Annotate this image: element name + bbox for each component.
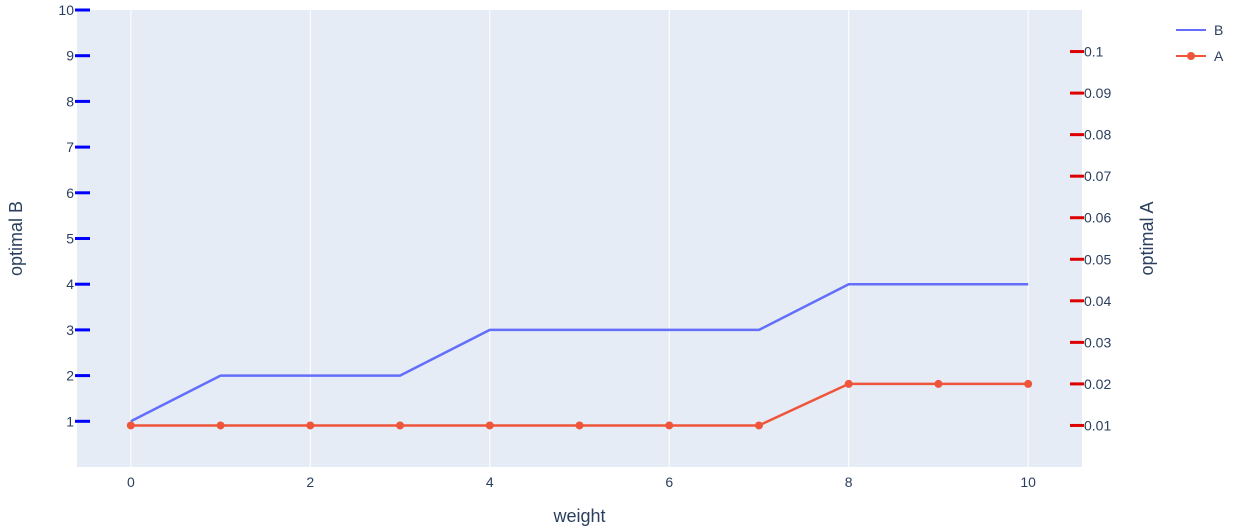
series-point-a — [844, 379, 853, 388]
series-point-a — [396, 421, 405, 430]
y-right-tick-label: 0.1 — [1084, 44, 1104, 60]
y-left-tick-label: 3 — [66, 322, 74, 338]
y-left-tick-label: 6 — [66, 185, 74, 201]
y-right-tick-label: 0.04 — [1084, 293, 1111, 309]
x-axis-title: weight — [552, 506, 605, 526]
y-left-tick-label: 5 — [66, 231, 74, 247]
series-point-a — [575, 421, 584, 430]
legend-item-a[interactable]: A — [1176, 48, 1224, 64]
series-line-b — [130, 282, 1029, 423]
y-right-axis-title: optimal A — [1137, 201, 1157, 275]
y-left-tick-label: 4 — [66, 276, 74, 292]
y-right-tick-label: 0.07 — [1084, 168, 1111, 184]
legend[interactable]: B A — [1176, 22, 1224, 64]
grid-layer — [130, 10, 1029, 467]
series-point-a — [216, 421, 225, 430]
y-right-tick-label: 0.08 — [1084, 127, 1111, 143]
y-right-tick-label: 0.09 — [1084, 85, 1111, 101]
y-left-tick-label: 2 — [66, 368, 74, 384]
legend-label-a: A — [1214, 48, 1224, 64]
y-right-tick-label: 0.03 — [1084, 334, 1111, 350]
x-tick-label: 10 — [1020, 474, 1036, 490]
y-right-tick-label: 0.05 — [1084, 251, 1111, 267]
legend-item-b[interactable]: B — [1176, 22, 1223, 38]
series-point-a — [754, 421, 763, 430]
series-point-a — [126, 421, 135, 430]
plot-area — [77, 10, 1082, 467]
y-right-tick-label: 0.02 — [1084, 376, 1111, 392]
x-tick-label: 2 — [306, 474, 314, 490]
series-point-a — [1024, 379, 1033, 388]
x-tick-label: 0 — [127, 474, 135, 490]
y-left-tick-label: 7 — [66, 139, 74, 155]
x-tick-label: 4 — [486, 474, 494, 490]
series-point-a — [665, 421, 674, 430]
legend-label-b: B — [1214, 22, 1223, 38]
x-tick-label: 6 — [665, 474, 673, 490]
y-right-tick-label: 0.01 — [1084, 417, 1111, 433]
y-left-tick-label: 8 — [66, 93, 74, 109]
series-point-a — [934, 379, 943, 388]
y-left-tick-label: 9 — [66, 48, 74, 64]
y-left-axis-title: optimal B — [6, 201, 26, 276]
series-layer — [126, 282, 1033, 430]
y-left-tick-label: 10 — [58, 2, 74, 18]
axes-layer: 0 2 4 6 8 10123456789100.010.020.030.040.050.… — [58, 2, 1111, 490]
y-right-tick-label: 0.06 — [1084, 210, 1111, 226]
series-point-a — [306, 421, 315, 430]
y-left-tick-label: 1 — [66, 413, 74, 429]
x-tick-label: 8 — [845, 474, 853, 490]
series-point-a — [485, 421, 494, 430]
